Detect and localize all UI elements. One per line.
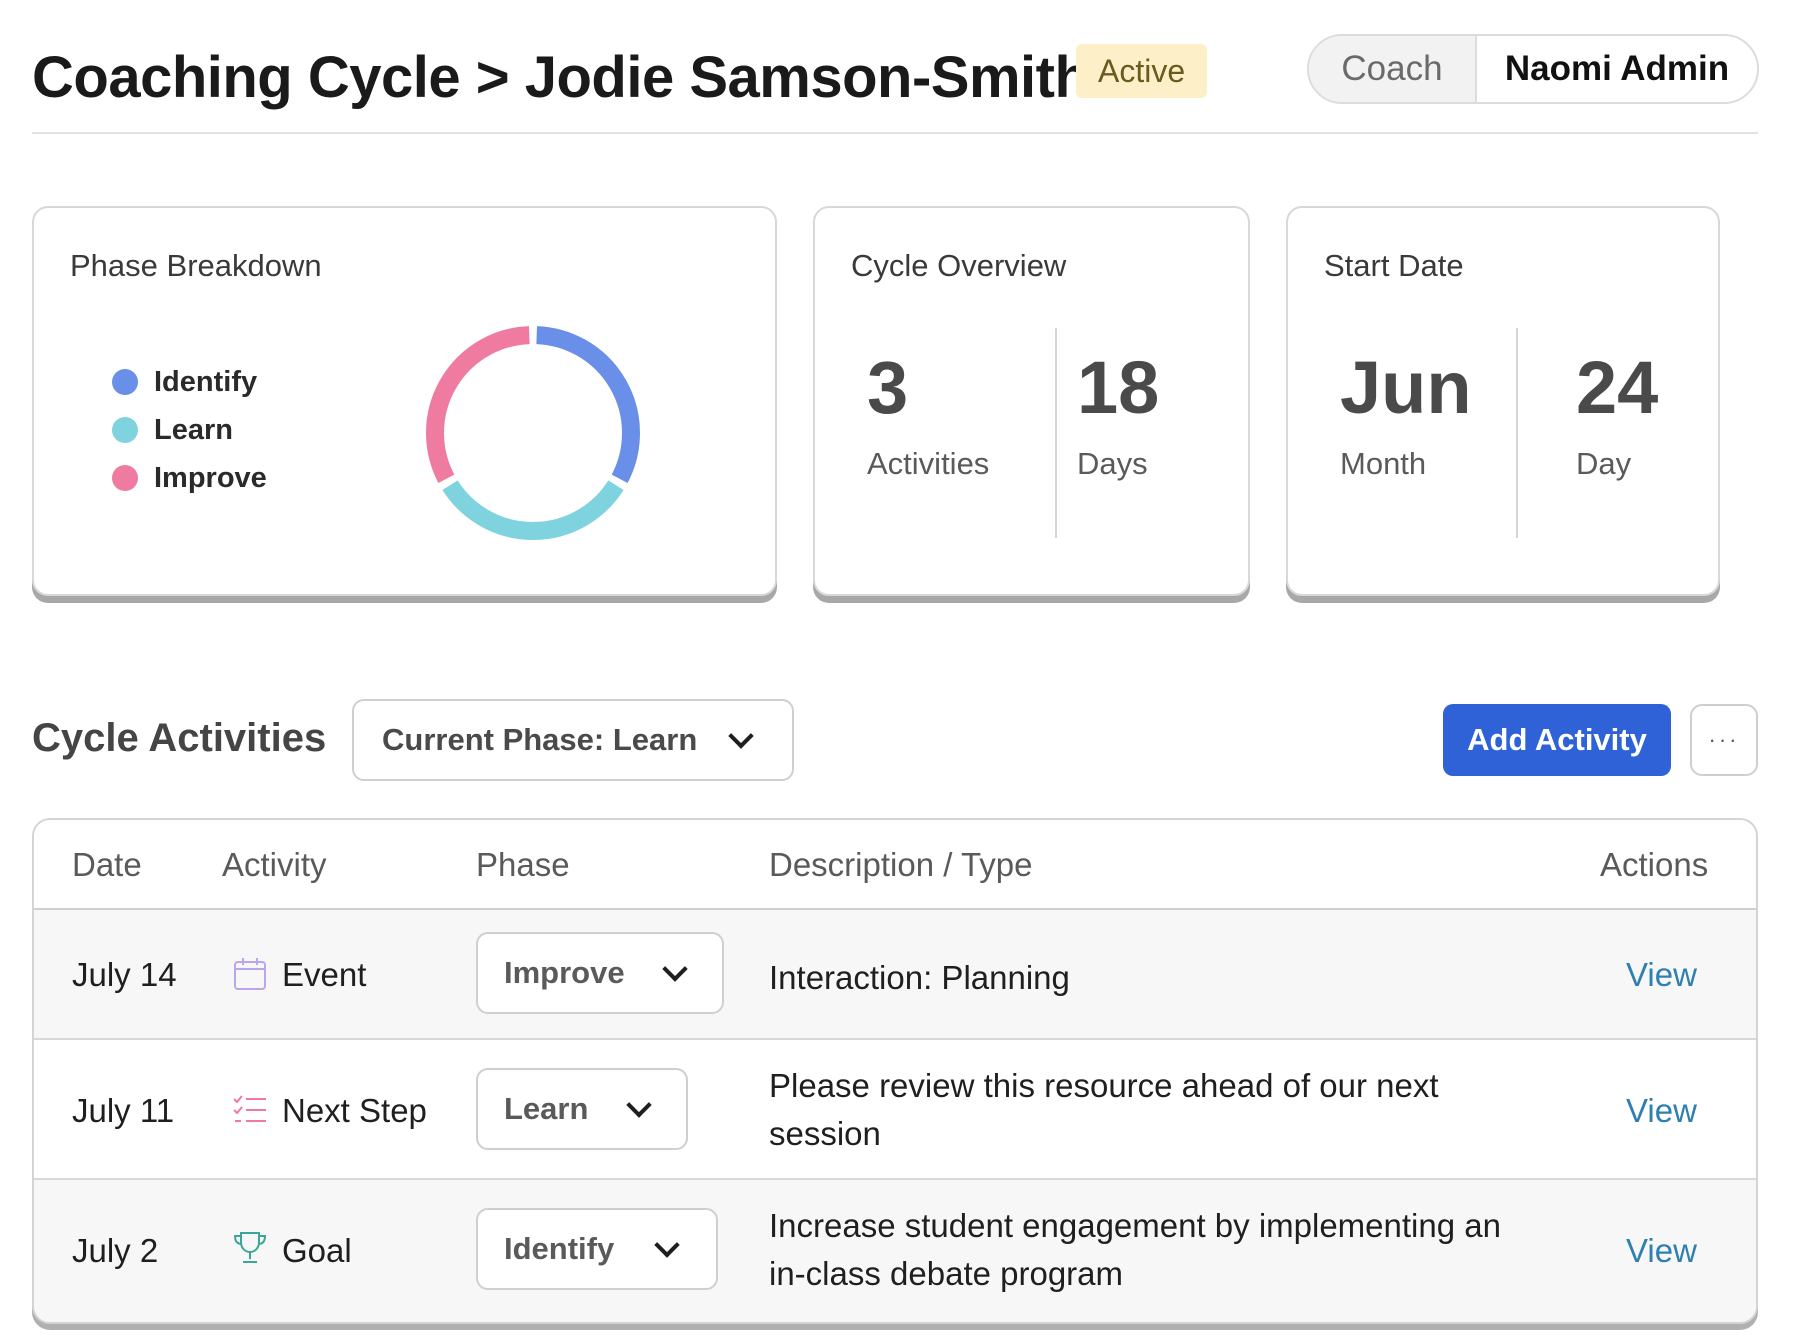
chevron-down-icon xyxy=(626,1092,652,1118)
more-options-button[interactable]: ··· xyxy=(1690,704,1758,776)
cycle-activities-title: Cycle Activities xyxy=(32,716,327,760)
legend-item-learn: Learn xyxy=(112,406,267,454)
row-phase-dropdown[interactable]: Identify xyxy=(476,1208,718,1290)
checklist-icon xyxy=(233,1095,266,1122)
month-stat: Jun Month xyxy=(1340,348,1472,482)
view-link[interactable]: View xyxy=(1626,1092,1697,1129)
row-phase-dropdown[interactable]: Learn xyxy=(476,1068,688,1150)
donut-segment-learn xyxy=(442,480,624,540)
row-activity: Event xyxy=(282,956,367,993)
column-header-activity: Activity xyxy=(222,846,327,883)
cycle-overview-card: Cycle Overview 3 Activities 18 Days xyxy=(813,206,1250,596)
column-header-date: Date xyxy=(72,846,142,883)
status-badge: Active xyxy=(1076,44,1208,98)
chevron-down-icon xyxy=(662,956,688,982)
start-date-card: Start Date Jun Month 24 Day xyxy=(1286,206,1720,596)
row-activity: Next Step xyxy=(282,1092,427,1129)
column-header-description: Description / Type xyxy=(769,846,1033,883)
row-date: July 2 xyxy=(72,1232,159,1269)
table-header: Date Activity Phase Description / Type A… xyxy=(34,820,1756,910)
days-stat: 18 Days xyxy=(1077,348,1159,482)
legend-label: Improve xyxy=(154,461,267,494)
trophy-icon xyxy=(233,1232,267,1263)
column-header-actions: Actions xyxy=(1600,846,1709,883)
row-phase-dropdown[interactable]: Improve xyxy=(476,932,724,1014)
phase-breakdown-title: Phase Breakdown xyxy=(70,248,322,283)
chevron-down-icon xyxy=(728,723,754,749)
legend-item-identify: Identify xyxy=(112,358,267,406)
page-title: Coaching Cycle > Jodie Samson-Smith xyxy=(32,45,1090,110)
legend-dot-learn xyxy=(112,417,138,443)
day-value: 24 xyxy=(1576,346,1659,429)
current-phase-value: Current Phase: Learn xyxy=(382,722,698,757)
role-coach-button[interactable]: Coach xyxy=(1309,36,1477,102)
day-stat: 24 Day xyxy=(1576,348,1658,482)
month-value: Jun xyxy=(1340,346,1472,429)
legend-label: Identify xyxy=(154,365,258,398)
table-row: July 14 Event Improve Interaction: Plann… xyxy=(34,910,1756,1040)
donut-segment-identify xyxy=(536,326,640,483)
row-description: Interaction: Planning xyxy=(769,959,1070,996)
row-date: July 11 xyxy=(72,1092,175,1129)
row-phase-value: Identify xyxy=(504,1231,615,1266)
add-activity-button[interactable]: Add Activity xyxy=(1443,704,1671,776)
days-label: Days xyxy=(1077,446,1148,481)
stat-divider xyxy=(1055,328,1057,538)
row-activity: Goal xyxy=(282,1232,352,1269)
stat-divider xyxy=(1516,328,1518,538)
day-label: Day xyxy=(1576,446,1632,481)
row-phase-value: Improve xyxy=(504,955,625,990)
activities-table: Date Activity Phase Description / Type A… xyxy=(32,818,1758,1324)
role-switch[interactable]: Coach Naomi Admin xyxy=(1307,34,1759,104)
legend-dot-improve xyxy=(112,465,138,491)
phase-donut-chart xyxy=(426,326,640,540)
legend-dot-identify xyxy=(112,369,138,395)
activities-stat: 3 Activities xyxy=(867,348,989,482)
column-header-phase: Phase xyxy=(476,846,570,883)
row-description: Increase student engagement by implement… xyxy=(769,1207,1501,1292)
table-row: July 2 Goal Identify Increase student en… xyxy=(34,1180,1756,1322)
page-header: Coaching Cycle > Jodie Samson-Smith Acti… xyxy=(32,34,1759,134)
calendar-icon xyxy=(234,958,266,990)
phase-breakdown-card: Phase Breakdown Identify Learn Improve xyxy=(32,206,777,596)
month-label: Month xyxy=(1340,446,1427,481)
activities-label: Activities xyxy=(867,446,990,481)
row-date: July 14 xyxy=(72,956,177,993)
current-phase-dropdown[interactable]: Current Phase: Learn xyxy=(352,699,794,781)
view-link[interactable]: View xyxy=(1626,956,1697,993)
activities-count: 3 xyxy=(867,346,909,429)
donut-segment-improve xyxy=(426,326,530,483)
view-link[interactable]: View xyxy=(1626,1232,1697,1269)
chevron-down-icon xyxy=(654,1232,680,1258)
legend-item-improve: Improve xyxy=(112,454,267,502)
cycle-overview-title: Cycle Overview xyxy=(851,248,1067,283)
phase-legend: Identify Learn Improve xyxy=(112,358,267,502)
days-count: 18 xyxy=(1077,346,1160,429)
row-phase-value: Learn xyxy=(504,1091,589,1126)
table-row: July 11 Next Step Learn Please review th… xyxy=(34,1040,1756,1180)
legend-label: Learn xyxy=(154,413,233,446)
row-description: Please review this resource ahead of our… xyxy=(769,1067,1439,1152)
role-user-button[interactable]: Naomi Admin xyxy=(1504,49,1730,88)
start-date-title: Start Date xyxy=(1324,248,1464,283)
